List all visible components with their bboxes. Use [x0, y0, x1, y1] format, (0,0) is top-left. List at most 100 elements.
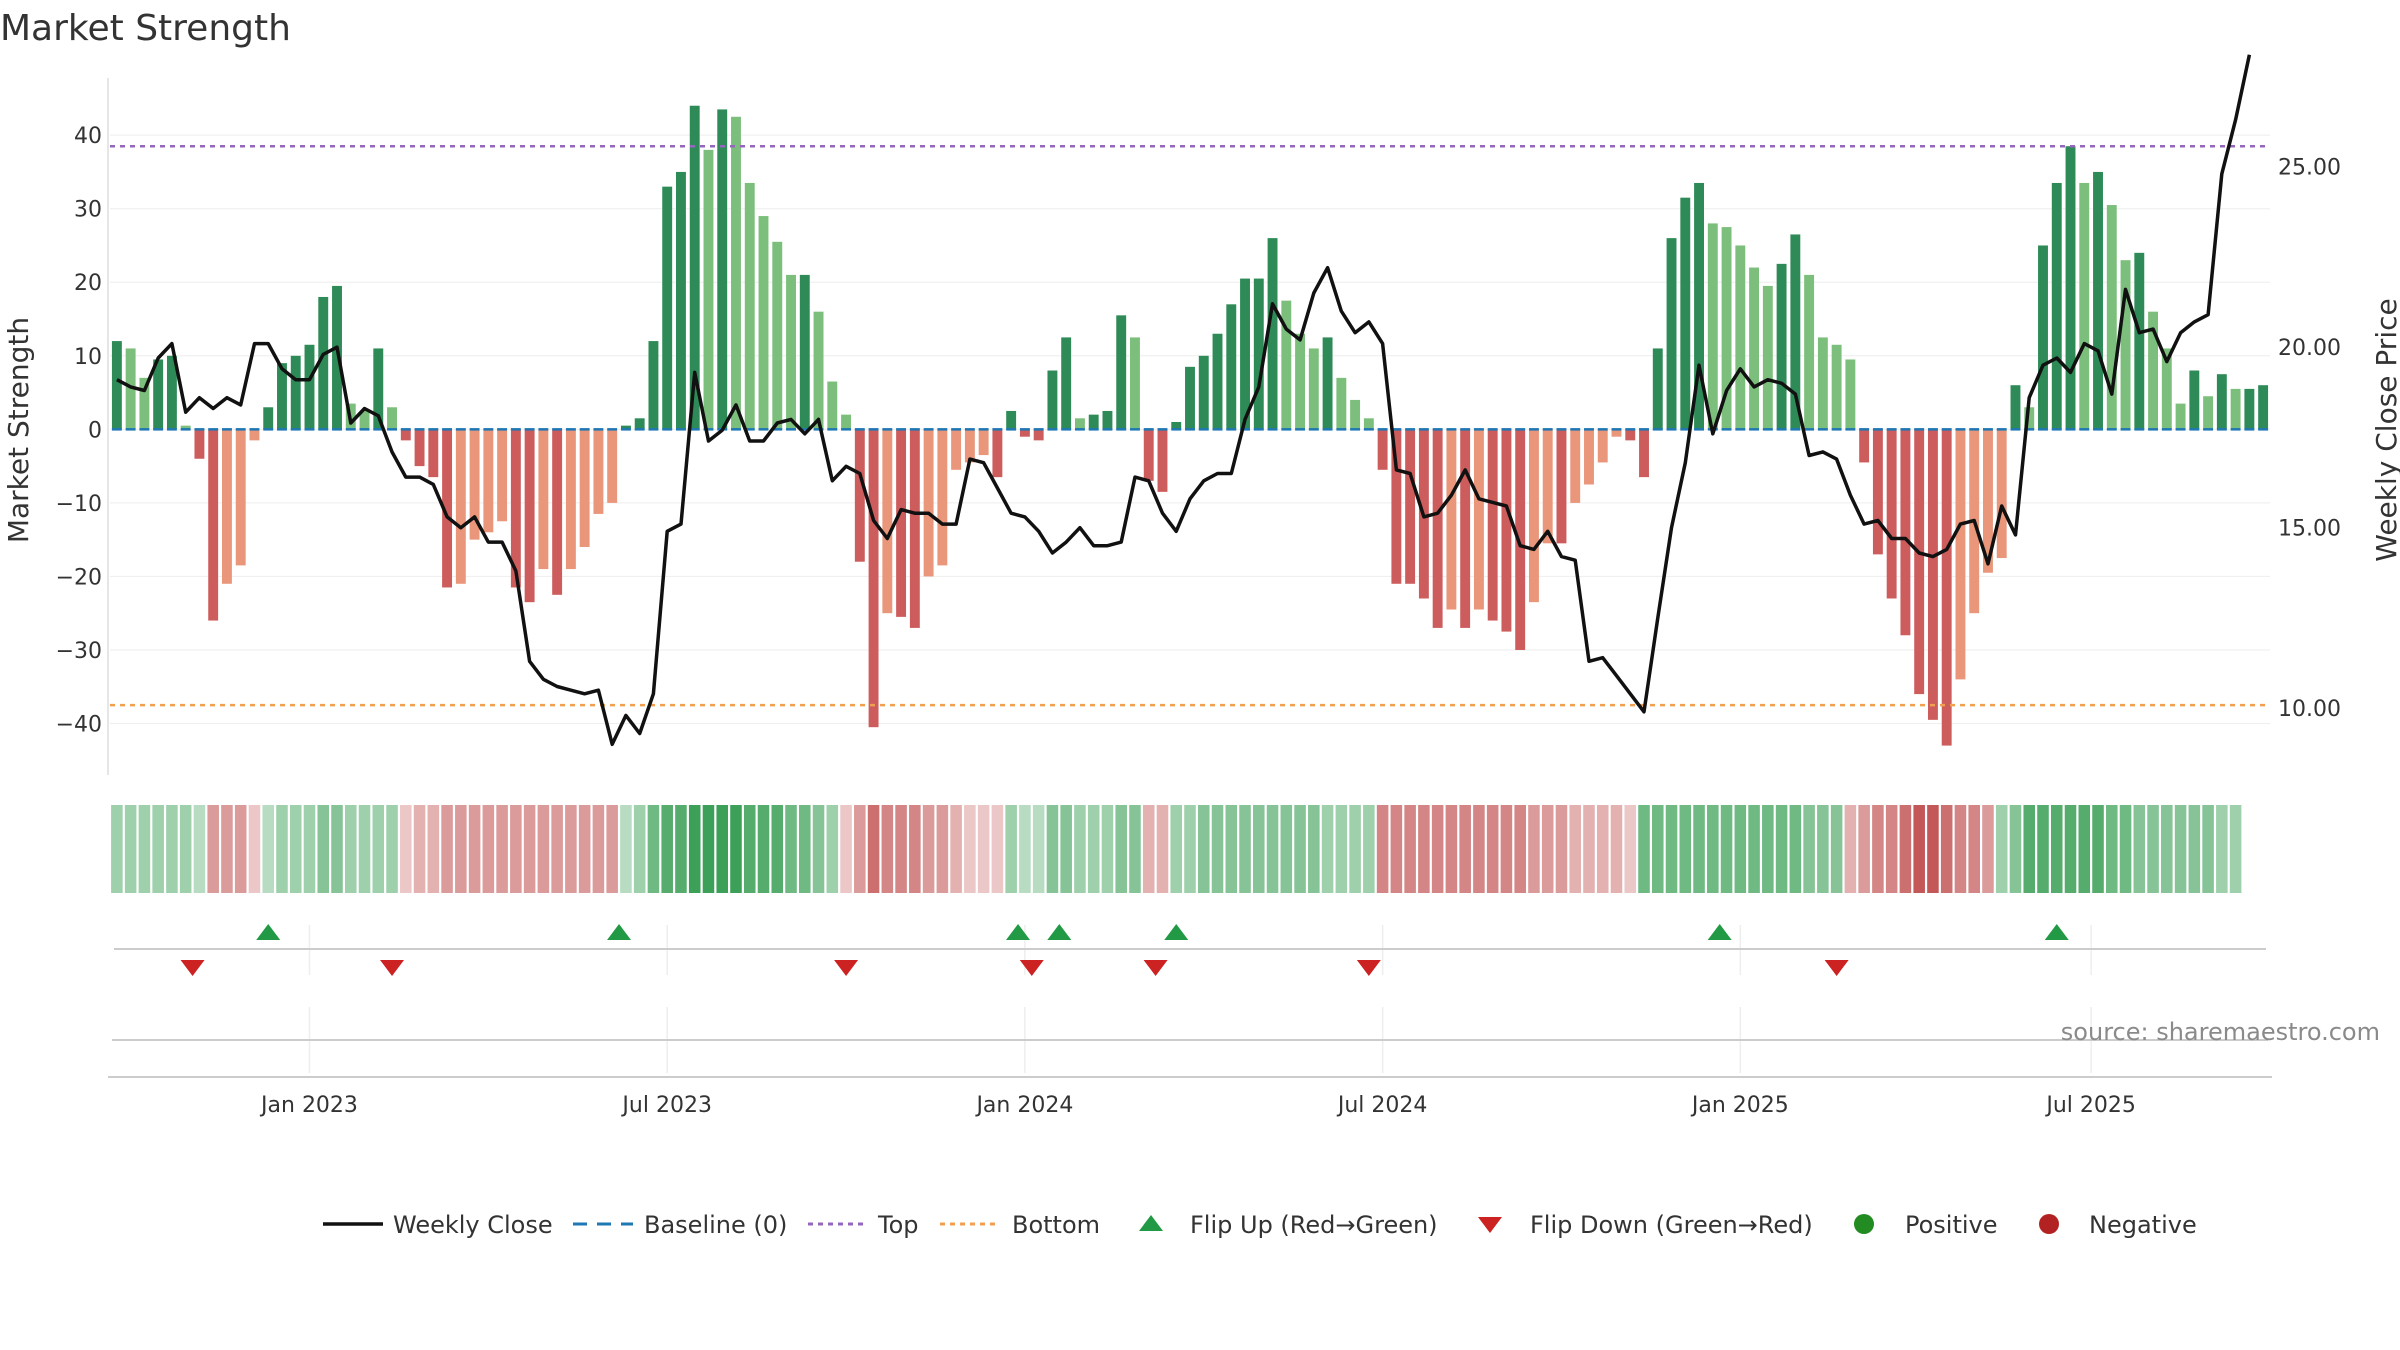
strength-bar [1900, 429, 1911, 636]
flip-up-marker [1006, 924, 1031, 940]
strength-bar [1528, 429, 1539, 603]
heat-cell [207, 805, 219, 893]
strength-bar [1735, 245, 1746, 430]
strength-bar [813, 311, 824, 430]
heat-cell [1060, 805, 1072, 893]
heat-cell [661, 805, 673, 893]
heat-cell [1308, 805, 1320, 893]
heat-cell [1211, 805, 1224, 893]
heat-cell [702, 805, 715, 893]
strength-bar [565, 429, 576, 570]
heat-cell [427, 805, 440, 893]
heat-cell [138, 805, 151, 893]
strength-bar [1363, 418, 1374, 430]
heat-cell [1927, 805, 1939, 893]
heat-cell [1734, 805, 1747, 893]
strength-bar [1515, 429, 1526, 650]
strength-bar [221, 429, 232, 584]
heat-cell [303, 805, 316, 893]
heat-cell [1486, 805, 1499, 893]
heat-cell [1280, 805, 1293, 893]
strength-bar [387, 407, 397, 430]
heat-cell [179, 805, 192, 893]
heat-cell [1321, 805, 1334, 893]
strength-bar [1955, 429, 1966, 680]
heat-cell [2037, 805, 2049, 893]
strength-bar [194, 429, 205, 459]
strength-bar [1597, 429, 1608, 463]
heat-cell [1335, 805, 1348, 893]
strength-bar [125, 348, 136, 430]
strength-bar [1446, 429, 1457, 610]
heat-cell [2050, 805, 2063, 893]
strength-bar [1267, 238, 1278, 430]
strength-bar [2244, 388, 2255, 430]
left-tick-label: 40 [74, 124, 102, 149]
legend-flip-down-icon [1478, 1217, 1502, 1233]
strength-bar [2120, 260, 2131, 430]
strength-bar [868, 429, 879, 728]
left-tick-label: −30 [56, 639, 102, 664]
heat-cell [2009, 805, 2022, 893]
heat-cell [496, 805, 508, 893]
strength-bar [2134, 252, 2145, 430]
strength-bar [1762, 285, 1773, 430]
heat-cell [1032, 805, 1045, 893]
heat-cell [111, 805, 123, 893]
heat-cell [1074, 805, 1086, 893]
heat-cell [1954, 805, 1967, 893]
heat-cell [2216, 805, 2228, 893]
weekly-close-line [116, 54, 2252, 747]
strength-bar [332, 285, 342, 430]
strength-bar [1707, 223, 1718, 430]
heat-cell [441, 805, 453, 893]
heat-cell [716, 805, 729, 893]
strength-bar [1859, 429, 1870, 463]
heat-cell [386, 805, 398, 893]
strength-bar [1033, 429, 1044, 441]
heat-cell [1624, 805, 1637, 893]
strength-bar [1845, 359, 1856, 430]
strength-bar [277, 363, 287, 430]
heat-cell [909, 805, 921, 893]
strength-bar [1212, 333, 1223, 430]
strength-bar [483, 429, 494, 533]
strength-bar [1542, 429, 1553, 544]
strength-bar [2038, 245, 2048, 430]
strength-bar [235, 429, 246, 566]
strength-bar [717, 109, 728, 430]
heat-cell [798, 805, 811, 893]
heat-cell [1968, 805, 1980, 893]
heat-cell [1748, 805, 1760, 893]
strength-bar [1625, 429, 1636, 441]
heat-cell [1156, 805, 1169, 893]
strength-bar [2189, 370, 2200, 430]
heat-cell [413, 805, 426, 893]
strength-bar [2258, 385, 2269, 430]
strength-bar [1460, 429, 1471, 628]
strength-bar [607, 429, 618, 503]
strength-bar [166, 355, 177, 430]
flip-up-marker [2044, 924, 2069, 940]
strength-bar [1405, 429, 1416, 584]
strength-bar [414, 429, 425, 467]
heat-cell [2092, 805, 2104, 893]
strength-bar [1432, 429, 1443, 628]
flip-down-marker [1143, 960, 1168, 976]
heat-cell [1005, 805, 1017, 893]
heat-cell [977, 805, 990, 893]
strength-bar [772, 241, 783, 430]
legend-flip-up: Flip Up (Red→Green) [1190, 1211, 1438, 1239]
heat-cell [1995, 805, 2008, 893]
strength-bar [593, 429, 604, 514]
heat-cell [1046, 805, 1059, 893]
axis-ticks: 40 30 20 10 0 −10 −20 −30 −40 25.00 20.00 15.00 10.0… [56, 124, 2341, 1118]
heat-cell [2147, 805, 2159, 893]
strength-bar [1074, 418, 1085, 430]
left-tick-label: 30 [74, 198, 102, 223]
strength-bar [1253, 278, 1264, 430]
legend-positive-icon [1854, 1214, 1874, 1234]
heat-cell [234, 805, 247, 893]
heat-cell [812, 805, 825, 893]
strength-bar [882, 429, 893, 614]
